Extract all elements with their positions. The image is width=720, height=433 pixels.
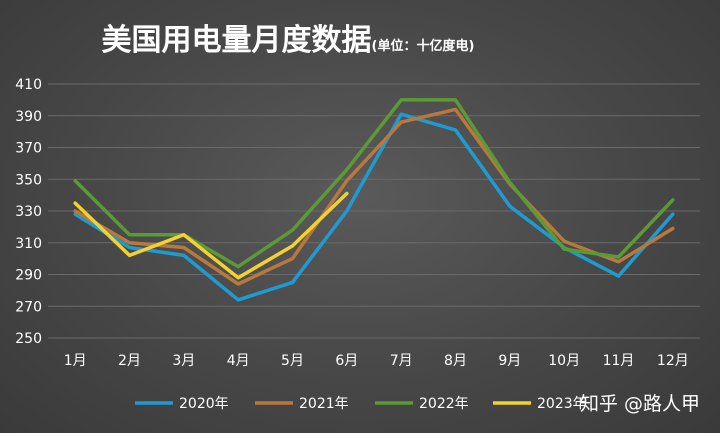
x-tick-label: 9月 [498, 353, 521, 369]
chart-title: 美国用电量月度数据 [102, 23, 372, 58]
grid-lines [48, 83, 700, 339]
series-line-2 [73, 98, 675, 269]
legend-label: 2023年 [537, 396, 587, 412]
y-tick-label: 330 [15, 204, 42, 220]
legend-label: 2020年 [179, 396, 229, 412]
y-tick-label: 350 [15, 172, 42, 188]
x-tick-label: 1月 [64, 353, 87, 369]
series-line-1 [73, 107, 675, 286]
y-tick-label: 270 [15, 299, 42, 315]
x-tick-label: 12月 [657, 353, 689, 369]
x-tick-label: 3月 [172, 353, 195, 369]
watermark-text: 知乎 @路人甲 [580, 393, 700, 415]
y-axis-ticks: 250 270 290 310 330 350 370 390 410 [15, 77, 42, 347]
series-line-0 [73, 112, 675, 302]
series-lines [73, 98, 675, 302]
legend-label: 2022年 [419, 396, 469, 412]
series-line-3 [73, 191, 349, 280]
y-tick-label: 310 [15, 236, 42, 252]
y-tick-label: 290 [15, 268, 42, 284]
x-tick-label: 10月 [548, 353, 580, 369]
chart-subtitle: (单位：十亿度电) [372, 38, 475, 54]
x-tick-label: 4月 [227, 353, 250, 369]
y-tick-label: 250 [15, 331, 42, 347]
x-axis-ticks: 1月 2月 3月 4月 5月 6月 7月 8月 9月 10月 11月 12月 [64, 353, 689, 369]
x-tick-label: 7月 [390, 353, 413, 369]
x-tick-label: 5月 [281, 353, 304, 369]
y-tick-label: 410 [15, 77, 42, 93]
x-tick-label: 6月 [335, 353, 358, 369]
y-tick-label: 390 [15, 109, 42, 125]
y-tick-label: 370 [15, 141, 42, 157]
legend: 2020年 2021年 2022年 2023年 [135, 396, 587, 412]
x-tick-label: 11月 [603, 353, 635, 369]
x-tick-label: 2月 [118, 353, 141, 369]
svg-text:美国用电量月度数据(单位：十亿度电): 美国用电量月度数据(单位：十亿度电) [102, 23, 475, 58]
x-tick-label: 8月 [444, 353, 467, 369]
legend-label: 2021年 [299, 396, 349, 412]
